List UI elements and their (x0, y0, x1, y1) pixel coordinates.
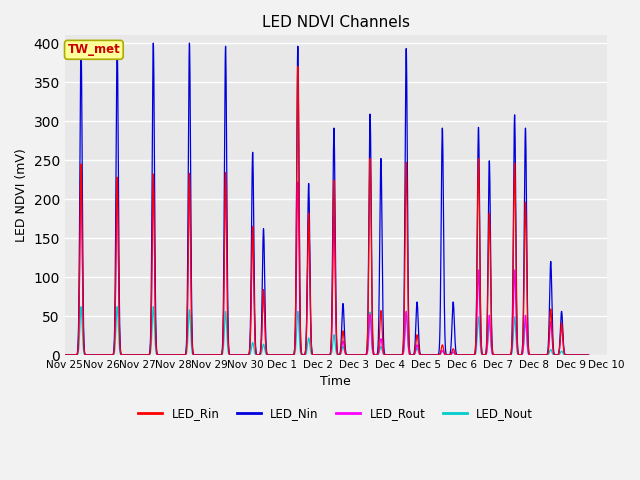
LED_Nout (493, 352, 501, 358)
LED_Nout (77, 304, 85, 310)
Y-axis label: LED NDVI (mV): LED NDVI (mV) (15, 148, 28, 242)
LED_Nin (61, 352, 68, 358)
LED_Nout (585, 352, 593, 358)
LED_Rout (272, 352, 280, 358)
LED_Rin (61, 352, 68, 358)
LED_Nout (424, 352, 432, 358)
LED_Rin (493, 352, 501, 358)
Line: LED_Rout: LED_Rout (65, 176, 589, 355)
LED_Nin (109, 351, 117, 357)
LED_Nout (272, 352, 280, 358)
LED_Nout (65, 352, 72, 358)
LED_Rout (65, 352, 72, 358)
X-axis label: Time: Time (321, 375, 351, 388)
LED_Rout (361, 352, 369, 358)
Title: LED NDVI Channels: LED NDVI Channels (262, 15, 410, 30)
Legend: LED_Rin, LED_Nin, LED_Rout, LED_Nout: LED_Rin, LED_Nin, LED_Rout, LED_Nout (134, 402, 538, 425)
LED_Nin (272, 352, 280, 358)
LED_Rout (424, 352, 432, 358)
LED_Nin (65, 352, 72, 358)
LED_Nin (493, 352, 501, 358)
Line: LED_Nout: LED_Nout (65, 307, 589, 355)
LED_Rout (493, 352, 501, 358)
LED_Nout (109, 352, 117, 358)
LED_Rin (294, 64, 301, 70)
LED_Rout (109, 351, 117, 357)
LED_Rin (424, 352, 432, 358)
LED_Rin (109, 352, 117, 358)
LED_Nout (61, 352, 68, 358)
LED_Rout (77, 173, 85, 179)
LED_Nout (361, 352, 369, 358)
LED_Rin (585, 352, 593, 358)
LED_Nin (585, 352, 593, 358)
Line: LED_Nin: LED_Nin (65, 43, 589, 355)
LED_Rout (585, 352, 593, 358)
Line: LED_Rin: LED_Rin (65, 67, 589, 355)
LED_Rin (65, 352, 72, 358)
LED_Rin (361, 352, 369, 358)
LED_Nin (424, 352, 432, 358)
LED_Rout (61, 352, 68, 358)
LED_Nin (77, 40, 85, 46)
LED_Nin (361, 352, 369, 358)
LED_Rin (272, 352, 280, 358)
Text: TW_met: TW_met (67, 43, 120, 56)
